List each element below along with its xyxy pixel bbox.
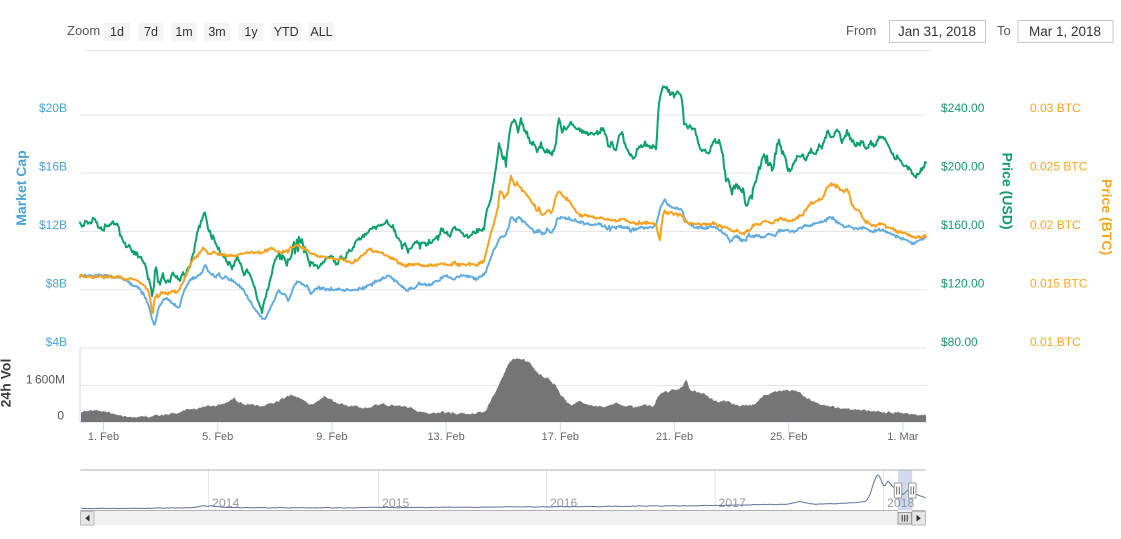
svg-text:ALL: ALL [310,25,332,39]
svg-text:1y: 1y [244,25,258,39]
svg-text:2016: 2016 [550,496,578,510]
svg-text:From: From [846,23,876,38]
svg-text:$160.00: $160.00 [941,218,985,232]
svg-text:0: 0 [57,409,64,423]
svg-text:2018: 2018 [887,496,915,510]
svg-text:$240.00: $240.00 [941,101,985,115]
svg-text:1. Feb: 1. Feb [88,431,119,443]
svg-text:7d: 7d [144,25,158,39]
svg-text:3m: 3m [208,25,225,39]
svg-text:$8B: $8B [46,277,67,291]
svg-text:2017: 2017 [719,496,747,510]
svg-text:$20B: $20B [39,101,67,115]
svg-text:0.015 BTC: 0.015 BTC [1030,277,1088,291]
svg-text:$80.00: $80.00 [941,335,978,349]
svg-text:Price (USD): Price (USD) [1000,152,1016,229]
svg-text:To: To [997,23,1011,38]
svg-text:13. Feb: 13. Feb [427,431,464,443]
svg-text:$200.00: $200.00 [941,160,985,174]
svg-text:Price (BTC): Price (BTC) [1099,179,1115,255]
svg-text:1d: 1d [110,25,124,39]
svg-text:25. Feb: 25. Feb [770,431,807,443]
svg-text:21. Feb: 21. Feb [656,431,693,443]
svg-text:0.02 BTC: 0.02 BTC [1030,218,1081,232]
svg-text:0.025 BTC: 0.025 BTC [1030,160,1088,174]
svg-text:24h Vol: 24h Vol [0,359,14,408]
svg-text:Jan 31, 2018: Jan 31, 2018 [898,24,976,39]
svg-text:0.03 BTC: 0.03 BTC [1030,101,1081,115]
svg-text:5. Feb: 5. Feb [202,431,233,443]
svg-text:$12B: $12B [39,218,67,232]
svg-text:$4B: $4B [46,335,67,349]
svg-text:Zoom: Zoom [67,23,100,38]
svg-text:0.01 BTC: 0.01 BTC [1030,335,1081,349]
svg-text:$120.00: $120.00 [941,277,985,291]
svg-text:$16B: $16B [39,160,67,174]
svg-text:Market Cap: Market Cap [13,150,29,225]
svg-text:2015: 2015 [382,496,410,510]
svg-text:YTD: YTD [274,25,299,39]
svg-text:9. Feb: 9. Feb [316,431,347,443]
svg-text:1 600M: 1 600M [26,373,65,387]
svg-text:1. Mar: 1. Mar [887,431,919,443]
svg-text:17. Feb: 17. Feb [542,431,579,443]
svg-text:Mar 1, 2018: Mar 1, 2018 [1029,24,1101,39]
svg-text:1m: 1m [175,25,192,39]
